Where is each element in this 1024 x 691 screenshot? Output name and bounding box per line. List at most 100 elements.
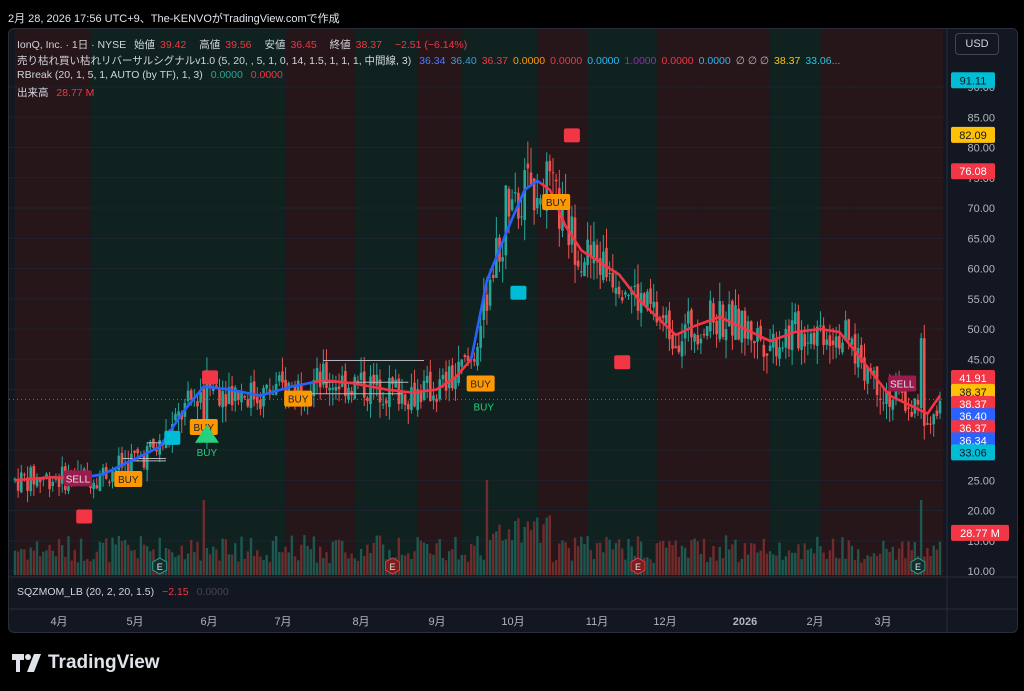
chart-frame[interactable]: IonQ, Inc. · 1日 · NYSE 始値 39.42 高値 39.56 安… bbox=[8, 28, 1018, 633]
volume-bar bbox=[790, 552, 794, 575]
candle-body bbox=[504, 185, 508, 256]
signal-box bbox=[466, 375, 495, 392]
volume-bar bbox=[353, 558, 356, 575]
volume-bar bbox=[98, 541, 102, 575]
volume-bar bbox=[671, 545, 674, 575]
candle-body bbox=[32, 466, 36, 485]
candle-body bbox=[580, 271, 583, 273]
sqzmom-value2: 0.0000 bbox=[196, 586, 229, 598]
candle-body bbox=[838, 335, 841, 349]
candle-body bbox=[252, 381, 256, 400]
volume-bar bbox=[926, 547, 929, 575]
volume-bar bbox=[444, 560, 448, 575]
volume-bar bbox=[718, 547, 721, 575]
candle-body bbox=[394, 379, 397, 388]
candle-body bbox=[133, 450, 136, 453]
volume-bar bbox=[57, 538, 61, 575]
change-value: −2.51 (−6.14%) bbox=[394, 39, 468, 51]
candle-body bbox=[57, 476, 61, 488]
candle-body bbox=[781, 347, 784, 349]
trend-line-segment bbox=[313, 358, 473, 394]
candle-body bbox=[853, 334, 857, 364]
background-band bbox=[15, 29, 91, 577]
candle-body bbox=[554, 179, 558, 182]
volume-bar bbox=[705, 561, 709, 575]
candle-body bbox=[646, 291, 649, 310]
volume-bar bbox=[809, 548, 813, 575]
candle-body bbox=[548, 160, 552, 172]
volume-bar bbox=[532, 521, 536, 575]
volume-bar bbox=[221, 538, 224, 575]
earnings-marker bbox=[910, 557, 926, 575]
volume-bar bbox=[83, 560, 86, 575]
candle-body bbox=[491, 274, 495, 279]
time-tick-label: 12月 bbox=[653, 616, 676, 628]
indicator1-value: 0.0000 bbox=[550, 55, 583, 67]
candle-body bbox=[391, 377, 394, 385]
candle-body bbox=[841, 342, 844, 353]
candle-body bbox=[860, 344, 863, 363]
low-value: 36.45 bbox=[290, 39, 317, 51]
volume-bar bbox=[831, 538, 835, 575]
volume-bar bbox=[32, 550, 36, 575]
candle-body bbox=[196, 401, 199, 407]
volume-bar bbox=[183, 559, 187, 575]
volume-bar bbox=[268, 562, 272, 575]
candle-body bbox=[712, 303, 715, 323]
time-tick-label: 2月 bbox=[806, 616, 823, 628]
candle-body bbox=[435, 398, 438, 402]
volume-bar bbox=[271, 540, 275, 575]
sl-tp-marker bbox=[510, 285, 527, 300]
candle-body bbox=[337, 386, 341, 390]
volume-bar bbox=[20, 549, 23, 575]
candle-body bbox=[325, 362, 328, 388]
volume-bar bbox=[649, 559, 652, 575]
volume-bar bbox=[142, 544, 146, 575]
volume-bar bbox=[542, 524, 545, 575]
candle-body bbox=[532, 178, 536, 211]
trend-line-segment bbox=[539, 181, 942, 415]
candle-body bbox=[878, 398, 882, 400]
brand-name: TradingView bbox=[48, 652, 160, 673]
open-label: 始値 bbox=[134, 39, 156, 51]
price-label: 36.40 bbox=[959, 411, 987, 423]
candle-body bbox=[705, 326, 709, 336]
volume-bar bbox=[38, 556, 42, 575]
candle-body bbox=[356, 380, 360, 382]
time-tick-label: 3月 bbox=[874, 616, 891, 628]
volume-bar bbox=[529, 530, 533, 575]
candle-body bbox=[202, 388, 206, 438]
candle-body bbox=[649, 288, 652, 304]
candle-body bbox=[932, 414, 936, 425]
volume-bar bbox=[51, 550, 54, 575]
candle-body bbox=[727, 304, 731, 327]
volume-bar bbox=[504, 539, 508, 575]
candle-body bbox=[567, 201, 571, 246]
candle-body bbox=[419, 392, 423, 403]
volume-bar bbox=[576, 546, 580, 575]
volume-bar bbox=[460, 554, 463, 575]
volume-bar bbox=[536, 517, 539, 575]
volume-bar bbox=[325, 552, 328, 575]
price-tick-label: 50.00 bbox=[967, 324, 995, 336]
price-label: 82.09 bbox=[959, 130, 987, 142]
volume-bar bbox=[101, 542, 105, 575]
candle-body bbox=[227, 387, 231, 404]
volume-bar bbox=[605, 536, 608, 575]
volume-bar bbox=[715, 560, 718, 575]
volume-bar bbox=[441, 557, 445, 575]
candle-body bbox=[825, 339, 829, 345]
candle-body bbox=[815, 326, 819, 346]
volume-bar bbox=[514, 520, 517, 575]
volume-bar bbox=[907, 541, 910, 575]
indicator1-legend: 売り枯れ買い枯れリバーサルシグナルv1.0 (5, 20, , 5, 1, 0,… bbox=[17, 53, 850, 68]
close-label: 終値 bbox=[329, 39, 351, 51]
volume-bar bbox=[709, 557, 712, 575]
volume-bar bbox=[492, 533, 495, 575]
volume-bar bbox=[174, 557, 177, 575]
price-chart[interactable]: SELL BUY BUY BUY BUY BUY SELL BUY BUY E E E E 10.00 1… bbox=[9, 29, 1018, 633]
volume-bar bbox=[882, 540, 885, 575]
currency-button[interactable]: USD bbox=[955, 33, 999, 55]
price-label: 28.77 M bbox=[960, 528, 1000, 540]
candle-body bbox=[882, 402, 885, 404]
